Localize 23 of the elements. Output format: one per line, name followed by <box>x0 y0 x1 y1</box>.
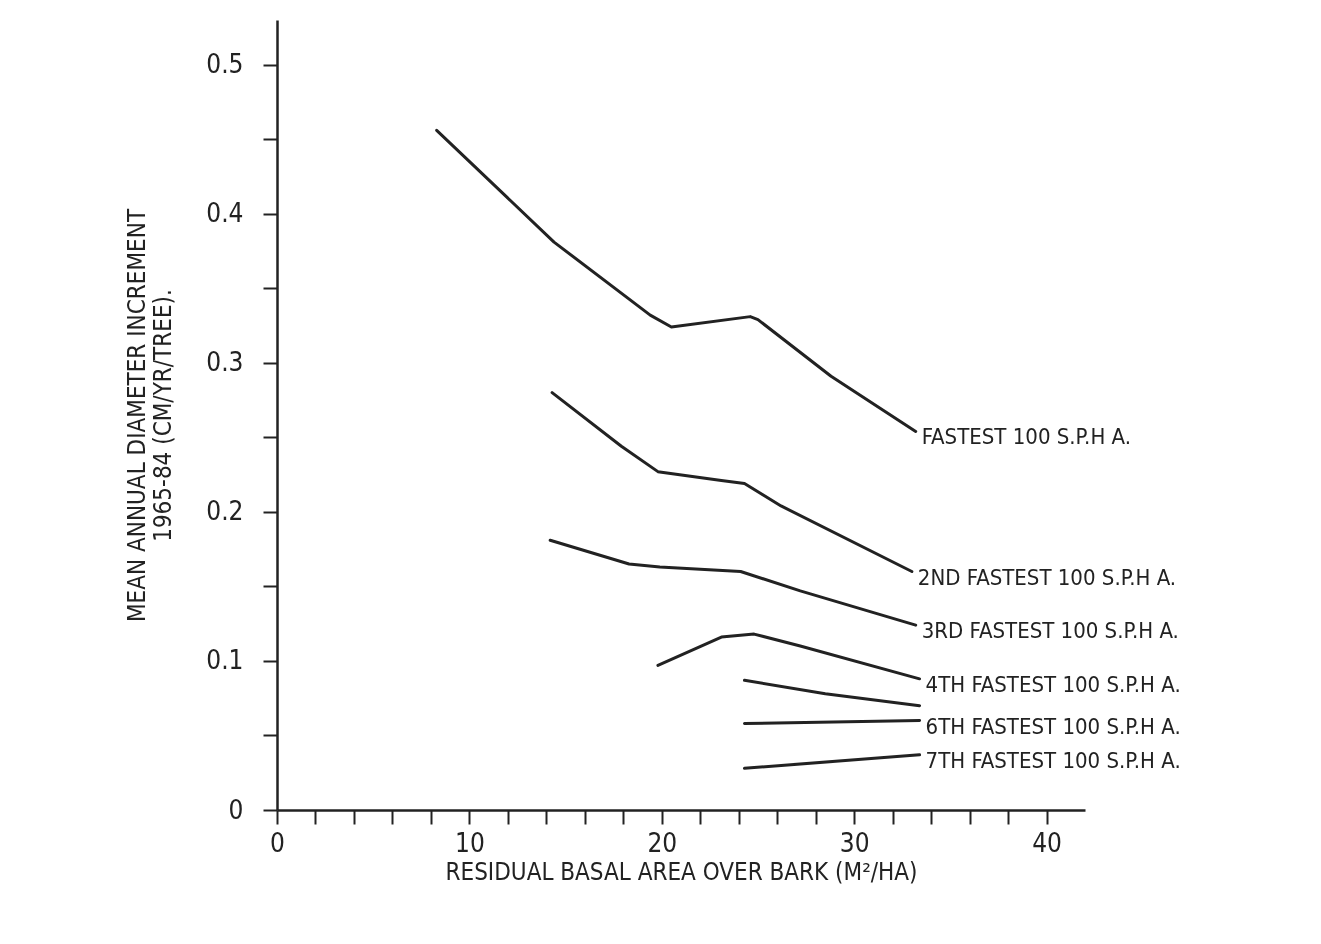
y-tick-label: 0.5 <box>206 49 244 80</box>
line-series <box>550 391 914 574</box>
x-axis-title: RESIDUAL BASAL AREA OVER BARK (M²/HA) <box>445 857 918 886</box>
line-series <box>435 128 918 433</box>
x-tick-label: 10 <box>455 827 485 858</box>
series-label: 6TH FASTEST 100 S.P.H A. <box>925 713 1181 739</box>
x-tick-label: 40 <box>1032 827 1062 858</box>
y-axis-title: MEAN ANNUAL DIAMETER INCREMENT 1965-84 (CM/YR/TREE). <box>123 208 178 623</box>
y-tick-label: 0 <box>228 794 244 825</box>
series-label: 3RD FASTEST 100 S.P.H A. <box>921 618 1179 644</box>
y-tick-label: 0.4 <box>206 198 244 229</box>
series-label: 7TH FASTEST 100 S.P.H A. <box>925 747 1181 773</box>
series-label: 2ND FASTEST 100 S.P.H A. <box>917 564 1177 590</box>
y-tick-label: 0.1 <box>206 645 244 676</box>
y-tick-label: 0.3 <box>206 347 244 378</box>
series-label: FASTEST 100 S.P.H A. <box>921 424 1132 450</box>
x-tick-label: 20 <box>647 827 678 858</box>
x-tick-label: 30 <box>839 827 870 858</box>
y-tick-label: 0.2 <box>206 496 244 527</box>
line-series <box>656 632 922 681</box>
series-label: 4TH FASTEST 100 S.P.H A. <box>925 671 1181 697</box>
x-tick-label: 0 <box>270 827 285 858</box>
line-series <box>548 538 918 627</box>
